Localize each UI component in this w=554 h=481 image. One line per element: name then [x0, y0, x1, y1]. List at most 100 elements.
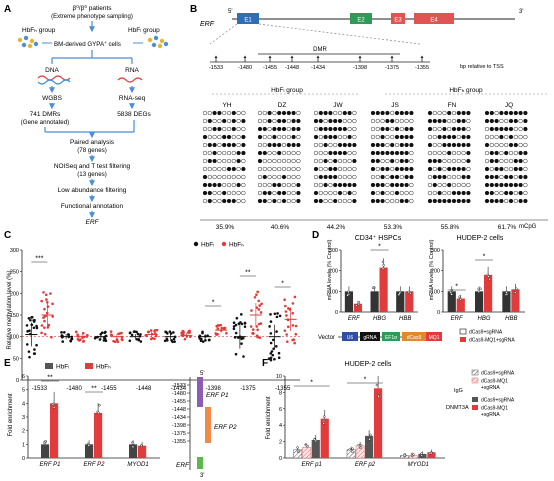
- c-data-point: [273, 357, 276, 361]
- c-ytick-label: 100: [10, 335, 19, 341]
- c-category-label: -1434: [171, 386, 187, 392]
- d-right-ytick-label: 300: [431, 248, 440, 254]
- cpg-site-circle: [499, 190, 504, 196]
- c-data-point: [240, 337, 243, 341]
- e-five-prime: 5': [200, 371, 204, 377]
- cpg-site-circle: [328, 198, 333, 204]
- c-data-point: [35, 324, 38, 328]
- cpg-site-circle: [318, 126, 323, 132]
- sampling-label: (Extreme phenotype sampling): [51, 14, 133, 20]
- cpg-site-circle: [333, 150, 338, 156]
- cpg-site-circle: [504, 166, 509, 172]
- cpg-site-circle: [375, 174, 380, 180]
- c-data-point: [216, 327, 220, 330]
- c-data-point: [146, 330, 150, 334]
- cpg-site-circle: [231, 174, 236, 180]
- cpg-site-circle: [385, 150, 390, 156]
- cpg-site-circle: [241, 126, 246, 132]
- cpg-site-circle: [484, 134, 490, 140]
- patient-dots-right: [147, 35, 169, 49]
- c-data-point: [216, 332, 219, 336]
- c-data-point: [29, 318, 32, 322]
- c-data-point: [70, 337, 74, 341]
- cpg-site-circle: [409, 118, 414, 124]
- cpg-site-circle: [296, 190, 301, 196]
- cpg-site-circle: [236, 182, 241, 188]
- cpg-site-circle: [277, 126, 282, 132]
- f-replicate-point: [412, 453, 415, 456]
- cpg-site-circle: [508, 198, 514, 204]
- cpg-site-circle: [523, 174, 528, 180]
- vector-dcas9: [402, 332, 426, 341]
- cpg-site-circle: [291, 190, 296, 196]
- cpg-site-circle: [380, 158, 385, 164]
- c-ytick-label: 200: [10, 291, 19, 297]
- cpg-site-circle: [222, 110, 227, 116]
- cpg-site-circle: [236, 158, 241, 164]
- cpg-site-circle: [370, 158, 376, 164]
- cpg-site-circle: [390, 174, 395, 180]
- c-data-point: [100, 331, 104, 335]
- cpg-site-circle: [390, 142, 395, 148]
- cpg-position-labels: -1533 -1480 -1455 -1448 -1434 -1398 -1375 -1355: [209, 55, 429, 71]
- noiseq-genes-label: (13 genes): [77, 171, 107, 178]
- c-data-point: [45, 300, 49, 304]
- cpg-site-circle: [226, 182, 232, 188]
- cpg-site-circle: [499, 158, 504, 164]
- svg-text:E4: E4: [430, 18, 438, 24]
- cpg-site-circle: [241, 174, 246, 180]
- cpg-site-circle: [461, 110, 466, 116]
- cpg-site-circle: [347, 118, 352, 124]
- cpg-site-circle: [390, 150, 395, 156]
- panel-f: F HUDEP-2 cells Fold enrichment 0 2 4 6 8 10 E…: [262, 358, 515, 468]
- c-data-point: [46, 305, 50, 308]
- cpg-site-circle: [518, 182, 523, 188]
- c-data-point: [67, 333, 71, 337]
- cpg-site-circle: [399, 158, 404, 164]
- c-data-point: [239, 321, 242, 324]
- cpg-site-circle: [222, 118, 227, 124]
- cpg-site-circle: [390, 134, 395, 140]
- sample-id-label: JW: [333, 102, 343, 109]
- cpg-site-circle: [523, 182, 528, 188]
- cpg-site-circle: [523, 110, 528, 116]
- erf-gene-bar: [197, 457, 203, 469]
- cpg-site-circle: [437, 174, 442, 180]
- cpg-site-circle: [262, 174, 267, 180]
- cpg-site-circle: [236, 166, 241, 172]
- f-replicate-point: [375, 383, 379, 387]
- f-sig-label: *: [310, 380, 313, 387]
- d-right-bar: [456, 298, 465, 312]
- cpg-site-circle: [277, 182, 282, 188]
- cpg-site-circle: [466, 182, 471, 188]
- cpg-site-circle: [212, 134, 217, 140]
- hbfh-group-label: HbFₕ group: [22, 27, 56, 34]
- cpg-site-circle: [333, 190, 338, 196]
- cpg-site-circle: [375, 150, 380, 156]
- cpg-site-circle: [333, 158, 338, 164]
- cpg-site-circle: [257, 198, 263, 204]
- cpg-site-circle: [456, 126, 461, 132]
- cpg-site-circle: [323, 174, 328, 180]
- cpg-site-circle: [451, 134, 457, 140]
- cpg-site-circle: [202, 158, 208, 164]
- e-map-position-label: -1533: [172, 383, 186, 389]
- cpg-site-circle: [333, 118, 338, 124]
- panel-b: B ERF 5' 3' E1 E2 E3 E4 DMR -1533 -1480 -1…: [190, 4, 548, 231]
- legend-hbfh-dot: [221, 241, 227, 247]
- cpg-site-circle: [394, 134, 400, 140]
- cpg-site-circle: [380, 174, 385, 180]
- cpg-site-circle: [484, 158, 490, 164]
- f-replicate-point: [313, 438, 316, 441]
- f-replicate-point: [323, 415, 326, 418]
- cpg-site-circle: [352, 142, 357, 148]
- cpg-site-circle: [451, 118, 457, 124]
- d-right-replicate-point: [515, 287, 518, 291]
- c-data-point: [234, 323, 238, 327]
- rna-strand-icon: [117, 77, 143, 83]
- cpg-site-circle: [337, 118, 343, 124]
- f-replicate-point: [357, 443, 360, 447]
- c-data-point: [117, 332, 120, 336]
- cpg-site-circle: [328, 150, 333, 156]
